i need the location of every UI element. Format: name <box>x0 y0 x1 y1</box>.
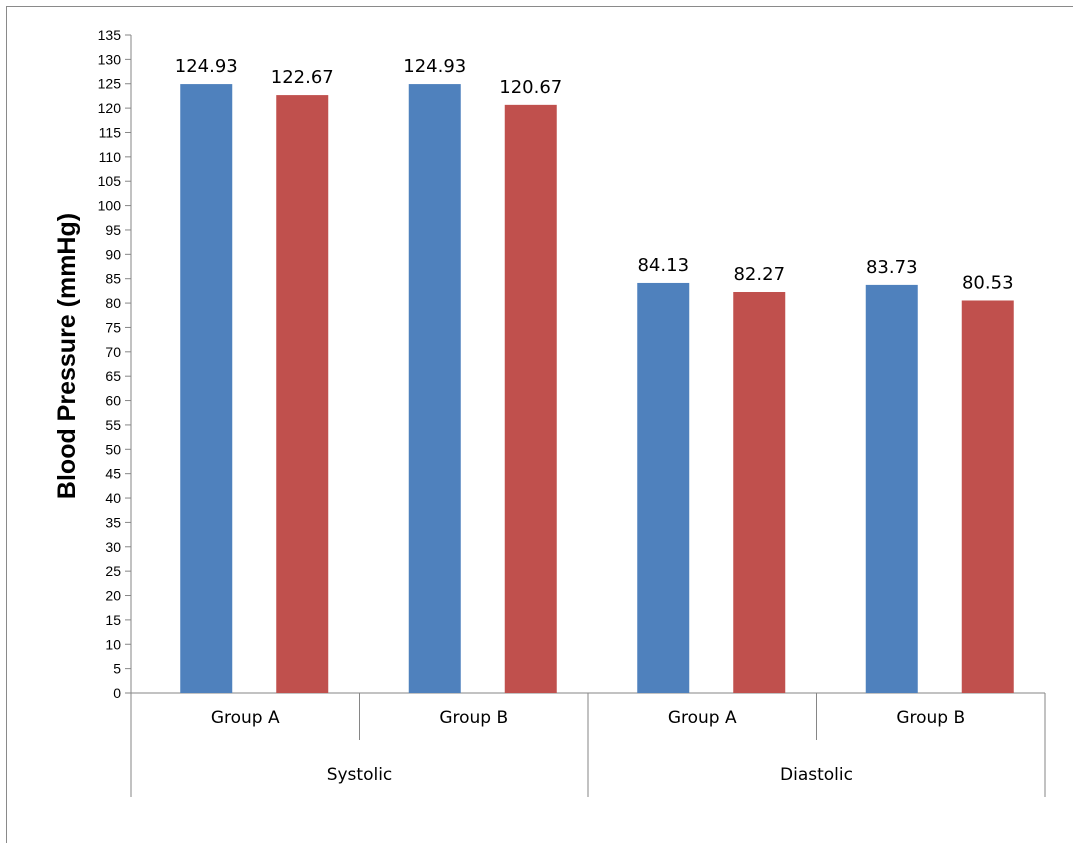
y-axis-label: Blood Pressure (mmHg) <box>53 213 81 499</box>
y-tick-label: 15 <box>105 612 121 628</box>
y-tick-label: 90 <box>105 246 121 262</box>
bar-series-2-cat-1 <box>276 95 329 693</box>
category-label: Group A <box>211 708 280 728</box>
data-label: 120.67 <box>499 77 562 98</box>
y-tick-label: 45 <box>105 466 121 482</box>
y-tick-label: 95 <box>105 222 121 238</box>
y-tick-label: 20 <box>105 588 121 604</box>
data-label: 83.73 <box>866 257 918 278</box>
bar-series-1-cat-3 <box>637 282 690 693</box>
y-tick-label: 135 <box>98 27 122 43</box>
y-tick-label: 120 <box>98 100 122 116</box>
y-tick-label: 30 <box>105 539 121 555</box>
y-tick-label: 40 <box>105 490 121 506</box>
y-tick-label: 125 <box>98 76 122 92</box>
y-tick-label: 60 <box>105 393 121 409</box>
y-tick-label: 50 <box>105 441 121 457</box>
group-label: Diastolic <box>780 765 853 785</box>
y-tick-label: 130 <box>98 51 122 67</box>
data-label: 84.13 <box>637 255 689 276</box>
data-label: 122.67 <box>271 67 334 88</box>
y-tick-label: 110 <box>99 149 122 165</box>
bar-series-2-cat-4 <box>961 300 1014 693</box>
data-labels: 124.93 124.93 84.13 83.73 122.67 120.67 82.27 8… <box>175 56 1014 293</box>
bars <box>180 84 1014 694</box>
group-label: Systolic <box>327 765 393 785</box>
category-label: Group A <box>668 708 737 728</box>
y-tick-label: 65 <box>105 368 121 384</box>
y-tick-label: 80 <box>105 295 121 311</box>
bar-series-2-cat-2 <box>504 104 557 694</box>
bar-series-1-cat-1 <box>180 84 233 694</box>
bar-series-1-cat-2 <box>408 84 461 694</box>
category-label: Group B <box>896 708 965 728</box>
y-tick-label: 115 <box>99 124 122 140</box>
y-tick-label: 75 <box>105 319 121 335</box>
category-label: Group B <box>439 708 508 728</box>
y-tick-label: 55 <box>105 417 121 433</box>
data-label: 124.93 <box>175 56 238 77</box>
y-tick-label: 100 <box>98 198 122 214</box>
y-tick-label: 10 <box>105 636 121 652</box>
data-label: 80.53 <box>962 272 1014 293</box>
data-label: 82.27 <box>733 264 785 285</box>
bar-series-2-cat-3 <box>733 292 786 693</box>
y-tick-label: 105 <box>98 173 122 189</box>
y-ticks: 0 5 10 15 20 25 30 35 40 45 50 55 60 65 70 75 80 85 90 95 10… <box>98 27 131 701</box>
y-tick-label: 85 <box>105 271 121 287</box>
y-tick-label: 35 <box>105 514 121 530</box>
y-axis-label-group: Blood Pressure (mmHg) <box>53 213 81 499</box>
bar-series-1-cat-4 <box>865 284 918 693</box>
y-tick-label: 5 <box>113 661 121 677</box>
category-labels: Group A Group B Group A Group B Systolic Dias… <box>211 708 965 785</box>
data-label: 124.93 <box>403 56 466 77</box>
y-tick-label: 70 <box>105 344 121 360</box>
y-tick-label: 0 <box>113 685 121 701</box>
y-tick-label: 25 <box>105 563 121 579</box>
